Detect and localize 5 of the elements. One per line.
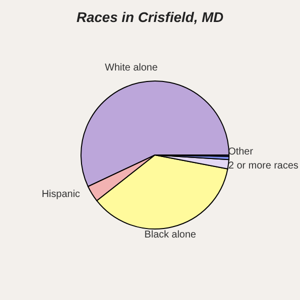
slice-label: Black alone <box>144 229 197 240</box>
chart-title: Races in Crisfield, MD <box>75 9 225 25</box>
slice-label: Hispanic <box>42 189 80 200</box>
slice-label: 2 or more races <box>228 160 298 172</box>
slice-label: White alone <box>104 62 158 74</box>
